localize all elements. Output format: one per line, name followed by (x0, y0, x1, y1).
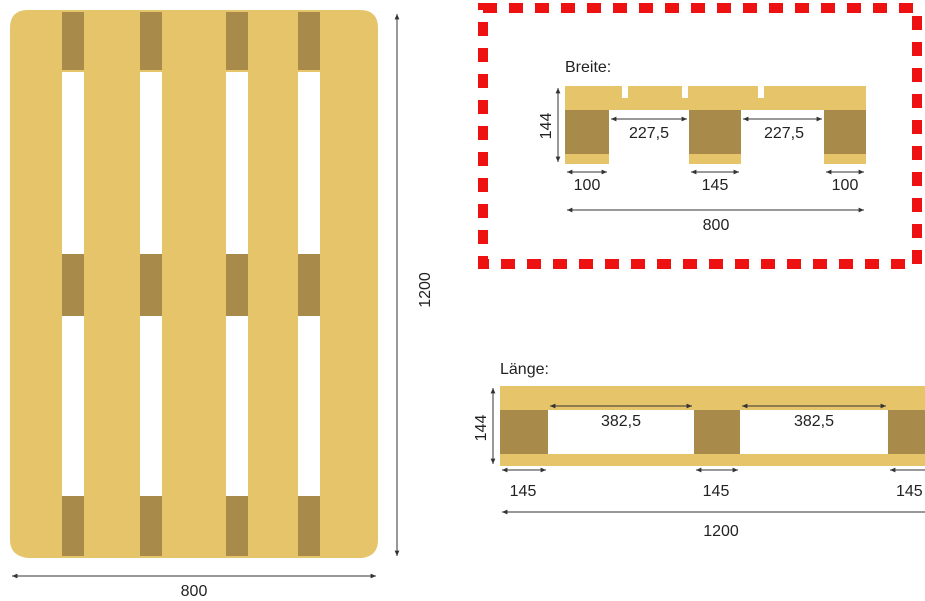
breite-block-left-label: 100 (574, 177, 601, 194)
laenge-block-left (500, 410, 548, 454)
laenge-side-view: Länge: 144 382,5 382,5 145 145 145 1200 (473, 361, 925, 540)
pallet-top-view: 1200 800 (10, 10, 434, 600)
top-view-gaps (62, 72, 320, 496)
laenge-gap-right-label: 382,5 (794, 413, 834, 430)
laenge-block-right (888, 410, 925, 454)
breite-bottom-board-mid (689, 154, 741, 164)
laenge-total-label: 1200 (703, 523, 739, 540)
breite-bottom-board-right (824, 154, 866, 164)
laenge-gap-left-label: 382,5 (601, 413, 641, 430)
laenge-height-label: 144 (473, 415, 490, 442)
top-width-label: 800 (181, 583, 208, 600)
breite-block-mid-label: 145 (702, 177, 729, 194)
breite-gap-left-label: 227,5 (629, 125, 669, 142)
top-length-label: 1200 (417, 272, 434, 308)
top-view-blocks (62, 12, 320, 556)
laenge-block-mid-label: 145 (703, 483, 730, 500)
breite-bottom-board-left (565, 154, 609, 164)
breite-gap-right-label: 227,5 (764, 125, 804, 142)
breite-block-right (824, 110, 866, 154)
breite-block-left (565, 110, 609, 154)
pallet-top-deck (10, 10, 378, 558)
breite-title: Breite: (565, 59, 611, 76)
breite-block-right-label: 100 (832, 177, 859, 194)
laenge-block-left-label: 145 (510, 483, 537, 500)
breite-total-label: 800 (703, 217, 730, 234)
breite-height-label: 144 (538, 113, 555, 140)
breite-block-mid (689, 110, 741, 154)
laenge-bottom-board (500, 454, 925, 466)
laenge-title: Länge: (500, 361, 549, 378)
breite-top-deck (565, 86, 866, 110)
laenge-block-right-label: 145 (896, 483, 923, 500)
breite-side-view: Breite: 144 227,5 227,5 100 145 100 800 (478, 3, 922, 269)
breite-highlight-frame (478, 3, 922, 269)
laenge-block-mid (694, 410, 740, 454)
